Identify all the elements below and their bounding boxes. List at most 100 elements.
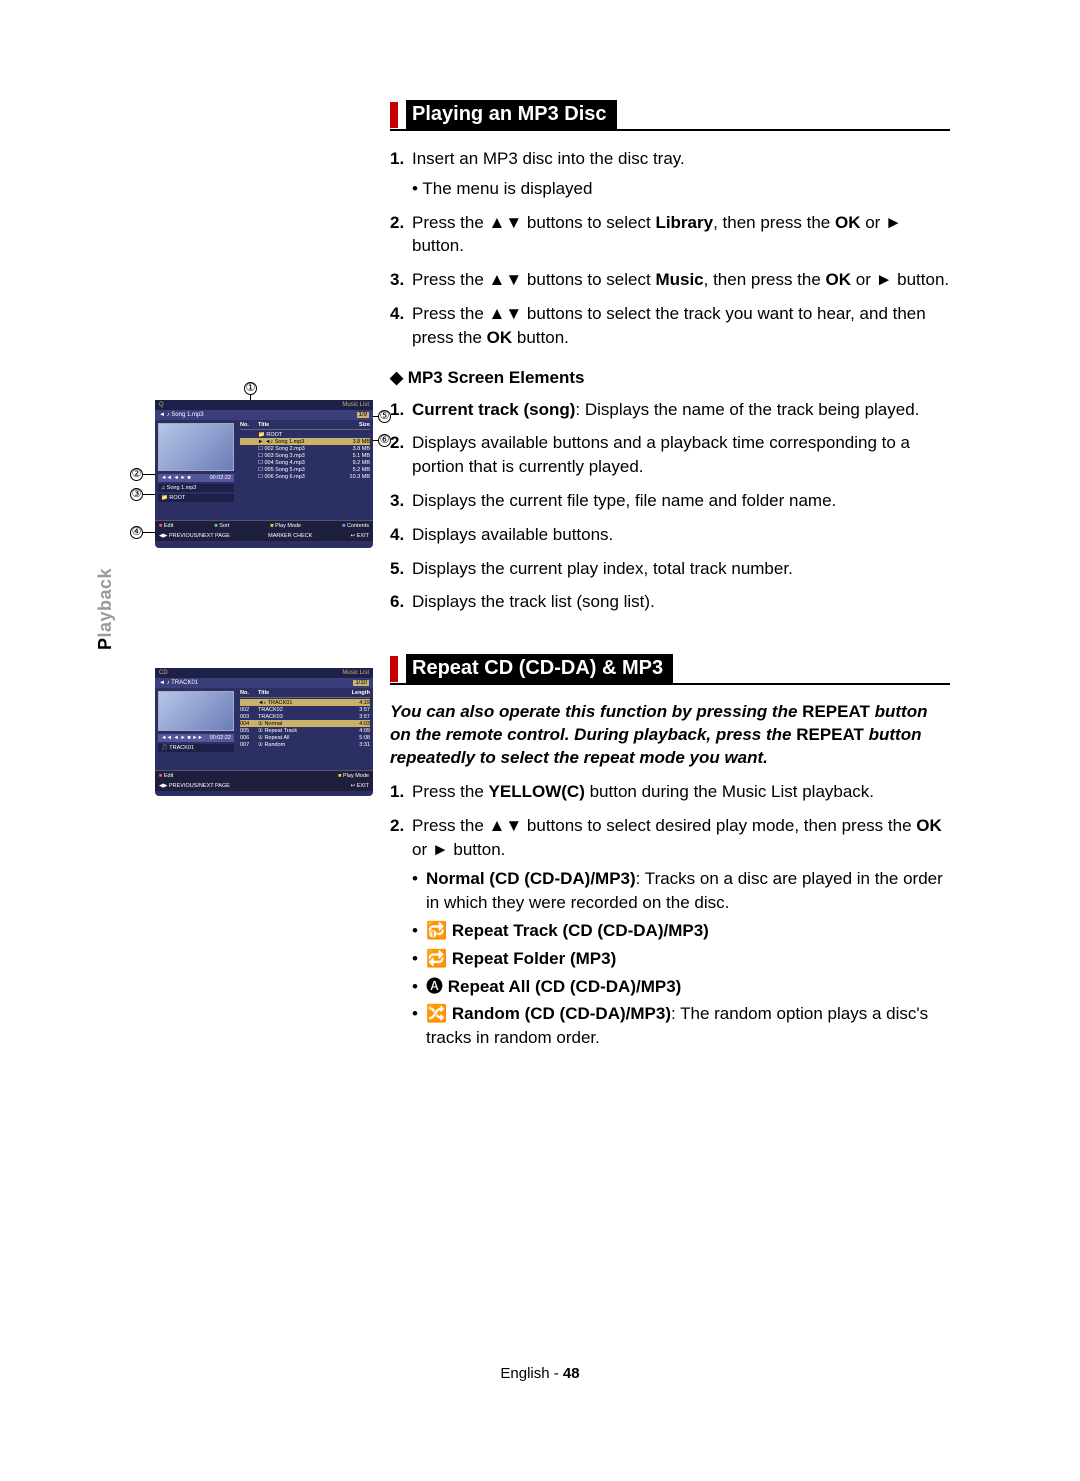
step-bullet: The menu is displayed <box>412 177 950 201</box>
repeat-all-icon: 🅐 <box>426 977 448 996</box>
t: Press the ▲▼ buttons to select <box>412 213 655 232</box>
fig1-hdr-left: Q <box>159 402 164 408</box>
col-no-2: No. <box>240 690 258 696</box>
table-row: ☐ 004 Song 4.mp39.2 MB <box>240 459 370 466</box>
mode-list: Normal (CD (CD-DA)/MP3): Tracks on a dis… <box>412 867 950 1050</box>
fig1-controls: ◄◄ ◄ ► ■00:02:22 <box>158 474 234 482</box>
repeat-track-icon: 🔂 <box>426 921 452 940</box>
album-art <box>158 423 234 471</box>
table-row: ☐ 002 Song 2.mp33.8 MB <box>240 445 370 452</box>
step-body: Press the ▲▼ buttons to select Music, th… <box>412 268 950 292</box>
table-row: 006① Repeat All5:08 <box>240 734 370 741</box>
mp3-elements-subhead: MP3 Screen Elements <box>390 368 950 388</box>
fig2-ctrl-icons: ◄◄ ◄ ► ■ ►► <box>161 735 203 741</box>
section1-head: Playing an MP3 Disc <box>390 100 950 131</box>
main-column: Playing an MP3 Disc 1. Insert an MP3 dis… <box>390 100 950 1064</box>
fig2-now-idx: 1/10 <box>353 680 369 686</box>
fig1-colhead: No. Title Size <box>240 422 370 430</box>
random-icon: 🔀 <box>426 1004 452 1023</box>
fig1-now-icon: ◄ ♪ <box>159 412 170 418</box>
t: Press the <box>412 782 489 801</box>
t: Displays the current play index, total t… <box>412 557 950 581</box>
mode-item: Normal (CD (CD-DA)/MP3): Tracks on a dis… <box>412 867 950 915</box>
n: 6. <box>390 590 412 614</box>
page-footer: English - 48 <box>130 1365 950 1382</box>
step-body: Press the ▲▼ buttons to select the track… <box>412 302 950 350</box>
cd-screen-figure: CD Music List ◄ ♪ TRACK01 1/10 ◄◄ ◄ ► ■ … <box>155 668 373 796</box>
fig2-now-track: TRACK01 <box>171 680 198 686</box>
fig2-now-row: ◄ ♪ TRACK01 1/10 <box>155 678 373 688</box>
section2-head: Repeat CD (CD-DA) & MP3 <box>390 654 950 685</box>
t: YELLOW(C) <box>489 782 585 801</box>
element-item: 5.Displays the current play index, total… <box>390 557 950 581</box>
t: or ► button. <box>412 840 505 859</box>
fig1-ctrl-icons: ◄◄ ◄ ► ■ <box>161 475 191 481</box>
mp3-screen-figure: Q Music List ◄ ♪ Song 1.mp3 1/9 ◄◄ ◄ ► ■… <box>155 400 373 548</box>
table-row: ☐ 003 Song 3.mp35.1 MB <box>240 452 370 459</box>
f1-marker: MARKER CHECK <box>268 533 312 539</box>
t: OK <box>826 270 852 289</box>
t: Displays the current file type, file nam… <box>412 489 950 513</box>
table-row: ◄♪ TRACK014:19 <box>240 699 370 706</box>
col-title: Title <box>258 422 342 428</box>
n: 2. <box>390 814 412 1054</box>
step: 1. Insert an MP3 disc into the disc tray… <box>390 147 950 201</box>
callout-1: ① <box>244 382 257 395</box>
step-num: 4. <box>390 302 412 350</box>
fig2-hdr-left: CD <box>159 670 168 676</box>
t: Displays available buttons and a playbac… <box>412 431 950 479</box>
step: 4. Press the ▲▼ buttons to select the tr… <box>390 302 950 350</box>
n: 4. <box>390 523 412 547</box>
fig2-tracklist: No. Title Length ◄♪ TRACK014:19002TRACK0… <box>237 688 373 770</box>
t: REPEAT <box>796 725 864 744</box>
step: 2. Press the ▲▼ buttons to select Librar… <box>390 211 950 259</box>
fig1-info2: 📁 ROOT <box>158 494 234 502</box>
n: 3. <box>390 489 412 513</box>
section1-steps: 1. Insert an MP3 disc into the disc tray… <box>390 147 950 350</box>
repeat-note: You can also operate this function by pr… <box>390 701 950 770</box>
mode-item: 🔂 Repeat Track (CD (CD-DA)/MP3) <box>412 919 950 943</box>
table-row: 003TRACK033:57 <box>240 713 370 720</box>
fig1-now-idx: 1/9 <box>357 412 369 418</box>
step-num: 3. <box>390 268 412 292</box>
t: Press the ▲▼ buttons to select <box>412 270 655 289</box>
b: Press the YELLOW(C) button during the Mu… <box>412 780 950 804</box>
table-row: 005① Repeat Track4:09 <box>240 727 370 734</box>
t: Displays the track list (song list). <box>412 590 950 614</box>
element-item: 6.Displays the track list (song list). <box>390 590 950 614</box>
fig1-tracklist: No. Title Size 📁 ROOT► ◄♪ Song 1.mp33.8 … <box>237 420 373 520</box>
t: OK <box>835 213 861 232</box>
n: 1. <box>390 398 412 422</box>
fig1-now-row: ◄ ♪ Song 1.mp3 1/9 <box>155 410 373 420</box>
f2-prevnext: ◀▶ PREVIOUS/NEXT PAGE <box>159 783 230 789</box>
col-size: Size <box>342 422 370 428</box>
table-row: 002TRACK023:57 <box>240 706 370 713</box>
t: , then press the <box>704 270 826 289</box>
album-art-2 <box>158 691 234 731</box>
col-len-2: Length <box>342 690 370 696</box>
t: Library <box>655 213 713 232</box>
callout-4: ④ <box>130 526 143 539</box>
fig2-left-pane: ◄◄ ◄ ► ■ ►►00:02:22 🎵 TRACK01 <box>155 688 237 770</box>
t: button. <box>512 328 569 347</box>
t: You can also operate this function by pr… <box>390 702 802 721</box>
fig2-header: CD Music List <box>155 668 373 678</box>
t: button during the Music List playback. <box>585 782 874 801</box>
f1-edit: Edit <box>164 523 173 529</box>
t: Repeat Folder (MP3) <box>452 949 616 968</box>
section1-title: Playing an MP3 Disc <box>406 100 617 129</box>
n: 2. <box>390 431 412 479</box>
f2-playmode: Play Mode <box>343 773 369 779</box>
f1-exit: ↩ EXIT <box>351 533 369 539</box>
table-row: 007① Random3:31 <box>240 741 370 748</box>
t: , then press the <box>713 213 835 232</box>
red-bar-icon <box>390 656 398 682</box>
step-num: 1. <box>390 147 412 201</box>
tab-rest: layback <box>95 568 115 638</box>
step-body: Insert an MP3 disc into the disc tray. T… <box>412 147 950 201</box>
fig1-now-track: Song 1.mp3 <box>171 412 203 418</box>
f1-prevnext: ◀▶ PREVIOUS/NEXT PAGE <box>159 533 230 539</box>
footer-page: 48 <box>563 1365 580 1382</box>
step: 2. Press the ▲▼ buttons to select desire… <box>390 814 950 1054</box>
f1-contents: Contents <box>347 523 369 529</box>
